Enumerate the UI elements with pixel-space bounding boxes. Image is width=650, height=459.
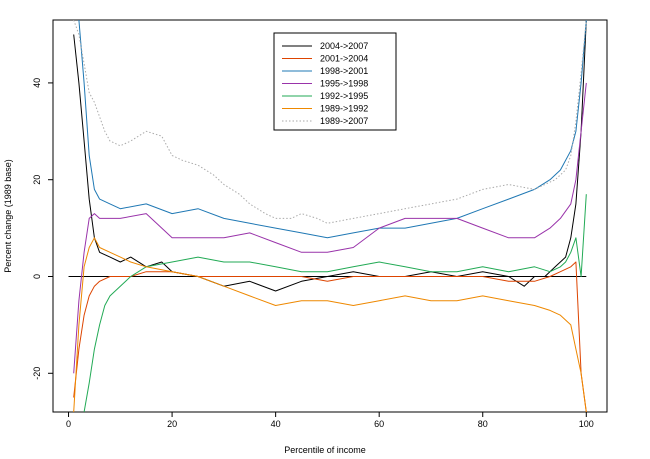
x-tick-label: 100 [579,419,594,429]
x-tick-label: 40 [271,419,281,429]
plot-frame [52,19,608,413]
y-axis-label: Percent change (1989 base) [3,159,13,273]
legend-label-3: 1995->1998 [320,79,368,89]
legend-box [273,32,397,131]
series-line-2 [78,20,587,239]
x-tick-label: 20 [167,419,177,429]
legend-label-2: 1998->2001 [320,66,368,76]
x-tick-label: 60 [374,419,384,429]
series-line-1 [73,261,587,412]
y-tick-label: 0 [32,274,42,279]
x-tick-label: 0 [66,419,71,429]
legend-label-4: 1992->1995 [320,91,368,101]
x-axis-label: Percentile of income [284,445,366,455]
series-line-3 [73,82,587,374]
series-line-4 [83,194,587,412]
legend: 2004->2007 2001->2004 1998->2001 1995->1998… [273,32,397,131]
series-line-5 [73,237,587,412]
y-tick-label: -20 [32,367,42,380]
legend-label-1: 2001->2004 [320,54,368,64]
legend-label-5: 1989->1992 [320,104,368,114]
x-tick-label: 80 [478,419,488,429]
y-tick-label: 20 [32,175,42,185]
legend-label-0: 2004->2007 [320,41,368,51]
y-tick-label: 40 [32,78,42,88]
series-line-6 [73,20,587,224]
legend-label-6: 1989->2007 [320,116,368,126]
